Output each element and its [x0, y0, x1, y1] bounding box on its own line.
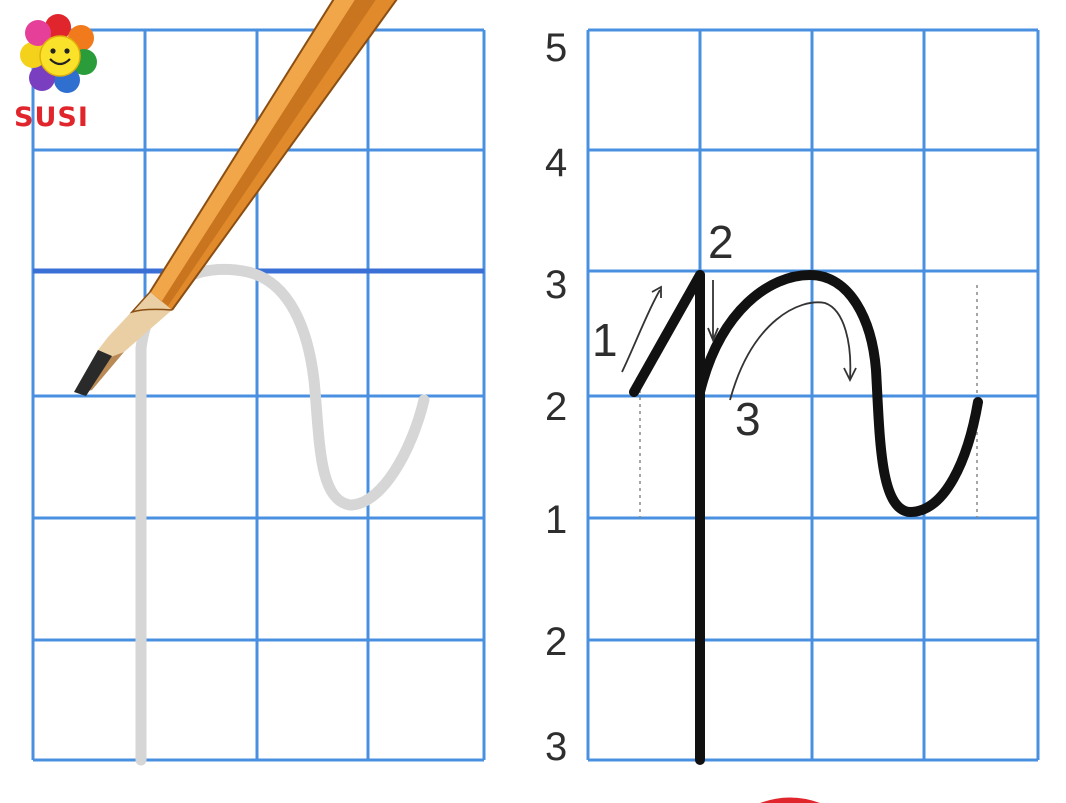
faded-letter-trace [135, 263, 430, 766]
row-label: 3 [545, 725, 567, 769]
bottom-red-shape [760, 797, 820, 803]
arrow-stroke-1 [621, 289, 661, 373]
arrow-stroke-3 [729, 301, 852, 401]
row-label: 2 [545, 620, 567, 664]
direction-arrows [621, 280, 857, 401]
row-label: 4 [545, 141, 567, 185]
stroke-number: 1 [592, 314, 618, 366]
smiling-flower-icon [20, 14, 97, 93]
stroke-number: 2 [708, 216, 734, 268]
logo: SUSI [14, 14, 97, 133]
letter-strokes [629, 270, 983, 765]
stroke-number: 3 [735, 393, 761, 445]
pencil-icon [74, 0, 398, 396]
logo-text: SUSI [14, 102, 89, 133]
row-label: 5 [545, 26, 567, 70]
row-label: 2 [545, 385, 567, 429]
right-demo-grid: 5 4 3 2 1 2 3 1 2 3 [545, 26, 1040, 769]
row-label: 3 [545, 263, 567, 307]
stroke-1-path [629, 270, 705, 397]
stroke-3-path [695, 270, 983, 517]
row-label: 1 [545, 498, 567, 542]
